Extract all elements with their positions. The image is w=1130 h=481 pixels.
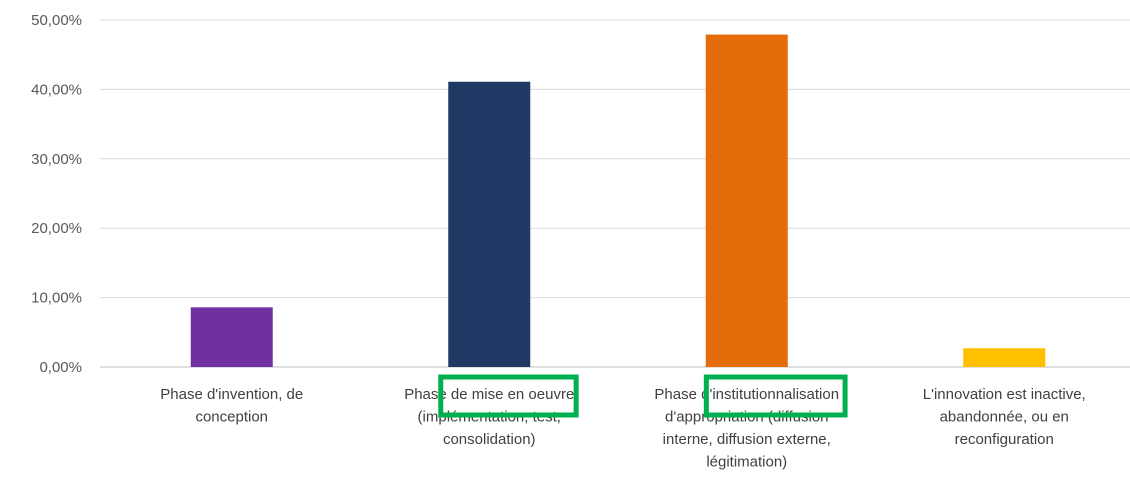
highlight-box	[438, 374, 579, 418]
y-tick-label: 0,00%	[39, 359, 82, 376]
highlight-boxes	[438, 374, 848, 418]
bar	[190, 307, 273, 367]
bars	[190, 34, 1046, 368]
x-tick-label: Phase d'invention, de conception	[160, 386, 303, 426]
bar	[705, 34, 788, 367]
bar	[448, 81, 531, 368]
x-tick-label: L'innovation est inactive, abandonnée, ou…	[923, 386, 1086, 448]
highlight-box	[703, 374, 848, 418]
y-tick-label: 10,00%	[31, 290, 82, 307]
y-tick-label: 50,00%	[31, 12, 82, 29]
y-tick-label: 40,00%	[31, 81, 82, 98]
gridlines	[100, 19, 1130, 368]
y-axis-tick-labels: 0,00% 10,00% 20,00% 30,00% 40,00% 50,00%	[31, 12, 82, 376]
bar	[963, 348, 1046, 367]
x-tick-label: Phase d'institutionnalisation d'appropria…	[654, 386, 839, 471]
y-tick-label: 20,00%	[31, 220, 82, 237]
y-tick-label: 30,00%	[31, 151, 82, 168]
